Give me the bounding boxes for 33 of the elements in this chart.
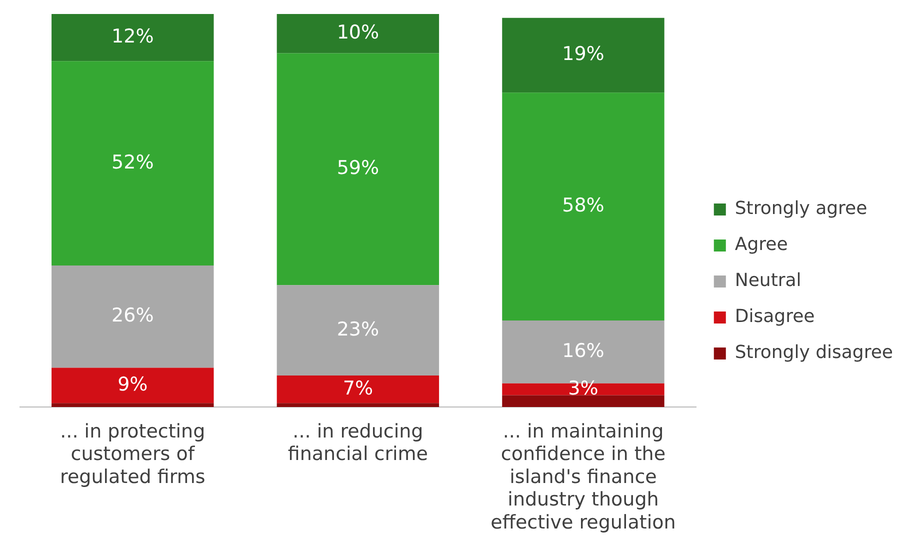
x-tick-label: ... in reducing financial crime xyxy=(288,420,428,466)
data-label: 58% xyxy=(562,194,604,217)
bar xyxy=(52,266,214,368)
bar xyxy=(502,395,664,407)
legend-label: Neutral xyxy=(734,270,802,292)
data-label: 7% xyxy=(342,377,374,400)
data-label: 9% xyxy=(118,373,148,396)
data-label: 52% xyxy=(112,151,154,174)
bar xyxy=(276,53,440,286)
legend-label: Strongly disagree xyxy=(734,342,893,364)
bar xyxy=(276,285,440,376)
bar xyxy=(502,92,664,321)
bar xyxy=(276,403,440,407)
data-label: 23% xyxy=(336,318,380,340)
bar xyxy=(52,403,214,407)
bar xyxy=(502,18,664,93)
bar xyxy=(52,14,214,62)
bar xyxy=(52,61,214,266)
legend-label: Agree xyxy=(734,234,788,256)
bar xyxy=(276,376,440,404)
x-tick-label: ... in protecting customers of regulated firms xyxy=(60,420,206,488)
legend-label: Strongly agree xyxy=(734,198,868,220)
bar xyxy=(52,368,214,404)
data-label: 26% xyxy=(112,304,154,327)
bar xyxy=(276,14,440,54)
data-label: 59% xyxy=(336,157,380,180)
data-label: 10% xyxy=(336,22,380,44)
data-label: 3% xyxy=(568,377,598,400)
data-label: 12% xyxy=(112,26,154,48)
data-label: 19% xyxy=(562,43,604,66)
x-tick-label: ... in maintaining confidence in the island's finance industry though effective regulation xyxy=(490,420,676,534)
data-label: 16% xyxy=(562,340,604,362)
legend-label: Disagree xyxy=(734,306,815,328)
